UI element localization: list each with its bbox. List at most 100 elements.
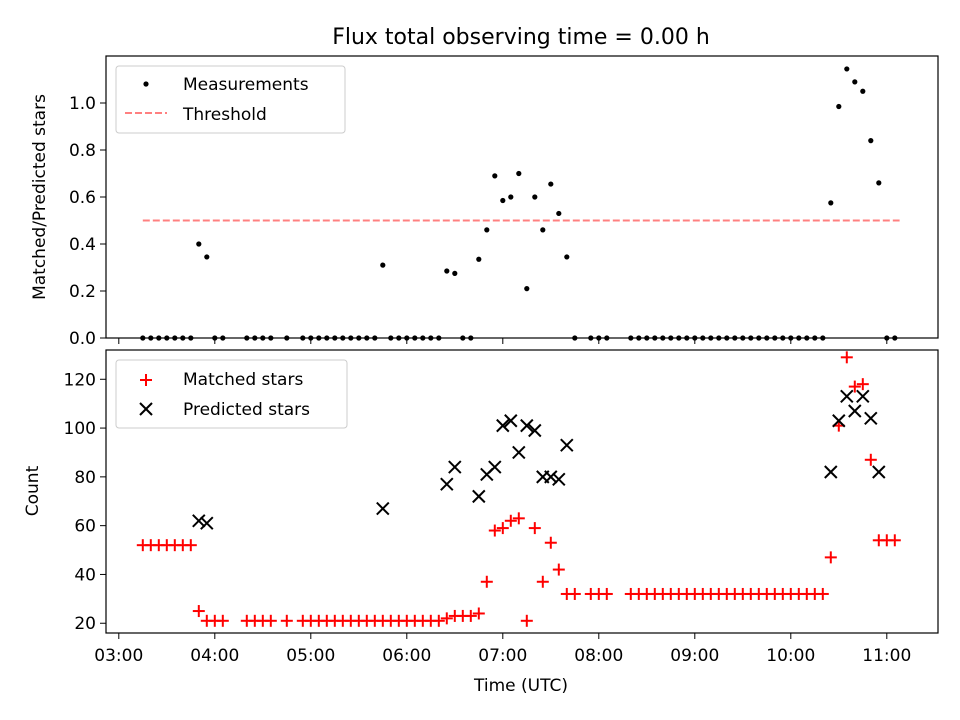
predicted-star-point — [552, 472, 566, 487]
matched-star-point — [184, 539, 197, 552]
ratio-y-axis-label: Matched/Predicted stars — [30, 94, 50, 300]
y-tick-label: 0.2 — [69, 282, 96, 302]
y-tick-label: 0.4 — [69, 235, 96, 255]
predicted-star-point — [840, 389, 854, 404]
measurement-point — [852, 79, 858, 85]
ratio-y-axis: 0.0 0.2 0.4 0.6 0.8 1.0 — [69, 94, 106, 349]
measurement-point — [532, 194, 538, 200]
matched-star-point — [520, 614, 533, 627]
predicted-star-point — [560, 438, 574, 452]
matched-star-point — [888, 534, 901, 547]
count-y-axis: 20 40 60 80 100 120 — [64, 370, 106, 634]
matched-star-point — [840, 351, 853, 364]
predicted-star-point — [520, 418, 534, 433]
ratio-legend: Measurements Threshold — [115, 65, 346, 134]
matched-star-point — [480, 575, 493, 588]
measurement-point — [444, 268, 450, 274]
matched-star-point — [856, 378, 869, 391]
measurement-point — [556, 210, 562, 217]
measurement-point — [540, 227, 546, 233]
predicted-star-point — [856, 389, 870, 404]
measurement-point — [476, 256, 482, 262]
matched-star-point — [264, 614, 277, 627]
measurement-point — [836, 103, 842, 110]
x-tick-label: 08:00 — [574, 646, 623, 666]
measurement-point — [860, 88, 866, 94]
matched-star-point — [488, 524, 501, 537]
matched-star-point — [496, 522, 509, 535]
x-tick-label: 11:00 — [862, 646, 911, 666]
predicted-star-point — [832, 414, 846, 428]
measurement-point — [492, 173, 498, 179]
legend-measurements-marker — [143, 81, 149, 87]
y-tick-label: 1.0 — [69, 94, 96, 114]
count-y-axis-label: Count — [23, 465, 43, 516]
measurement-point — [500, 197, 506, 204]
count-legend-box — [115, 359, 348, 429]
predicted-star-point — [872, 465, 886, 479]
predicted-star-point — [440, 477, 454, 491]
ratio-panel: 0.0 0.2 0.4 0.6 0.8 1.0 Matched/Predicted sta… — [30, 55, 939, 349]
matched-star-point — [512, 512, 525, 525]
predicted-star-point — [376, 501, 390, 516]
measurement-point — [524, 286, 530, 292]
matched-star-point — [552, 563, 565, 576]
matched-star-point — [824, 551, 837, 564]
predicted-star-point — [448, 460, 462, 474]
measurement-point — [564, 254, 570, 260]
measurement-point — [452, 270, 458, 276]
measurement-point — [828, 200, 834, 206]
legend-predicted-label: Predicted stars — [183, 400, 310, 420]
x-axis: 03:00 04:00 05:00 06:00 07:00 08:00 09:00 10:00… — [94, 338, 911, 666]
legend-predicted-marker — [139, 402, 153, 416]
y-tick-label: 20 — [74, 614, 96, 634]
y-tick-label: 100 — [64, 419, 96, 439]
predicted-star-point — [488, 460, 502, 474]
measurement-point — [876, 180, 882, 186]
measurement-point — [484, 227, 490, 233]
predicted-star-point — [824, 465, 838, 479]
y-tick-label: 0.0 — [69, 329, 96, 349]
predicted-star-point — [864, 411, 878, 426]
y-tick-label: 0.6 — [69, 188, 96, 208]
matched-star-point — [568, 587, 581, 600]
matched-star-point — [440, 612, 453, 625]
matched-star-point — [192, 605, 205, 618]
x-tick-label: 04:00 — [190, 646, 239, 666]
y-tick-label: 60 — [74, 517, 96, 537]
y-tick-label: 0.8 — [69, 141, 96, 161]
x-tick-label: 10:00 — [766, 646, 815, 666]
legend-matched-marker — [140, 374, 152, 386]
matched-star-point — [544, 536, 557, 549]
matched-star-point — [816, 587, 829, 600]
measurement-point — [196, 241, 202, 247]
measurement-point — [844, 66, 850, 72]
x-tick-label: 03:00 — [94, 646, 143, 666]
matched-star-point — [216, 614, 229, 627]
matched-star-point — [536, 575, 549, 588]
legend-threshold-label: Threshold — [182, 105, 267, 125]
count-legend: Matched stars Predicted stars — [115, 359, 348, 429]
x-tick-label: 05:00 — [286, 646, 335, 666]
predicted-star-point — [528, 423, 542, 438]
x-axis-label: Time (UTC) — [473, 676, 568, 696]
legend-measurements-label: Measurements — [183, 75, 309, 95]
x-tick-label: 09:00 — [670, 646, 719, 666]
predicted-star-point — [472, 489, 486, 504]
y-tick-label: 80 — [74, 468, 96, 488]
predicted-star-point — [504, 414, 518, 428]
matched-star-point — [432, 614, 445, 627]
y-tick-label: 40 — [74, 565, 96, 585]
predicted-star-point — [192, 514, 206, 528]
predicted-star-point — [200, 516, 214, 530]
matched-star-point — [528, 522, 541, 535]
predicted-star-point — [512, 445, 526, 460]
predicted-star-point — [496, 418, 510, 433]
predicted-star-point — [848, 404, 862, 418]
count-axes-frame — [105, 349, 939, 634]
measurement-point — [516, 170, 522, 177]
matched-star-point — [864, 453, 877, 466]
x-tick-label: 06:00 — [382, 646, 431, 666]
legend-matched-label: Matched stars — [183, 370, 303, 390]
